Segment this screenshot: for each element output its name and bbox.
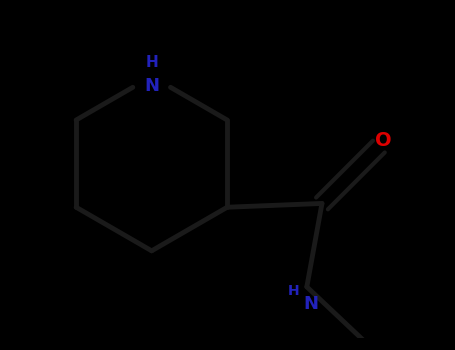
Text: H: H: [288, 284, 299, 298]
Text: H: H: [145, 55, 158, 70]
Text: O: O: [375, 131, 392, 150]
Text: N: N: [144, 77, 159, 95]
Text: N: N: [303, 295, 318, 313]
